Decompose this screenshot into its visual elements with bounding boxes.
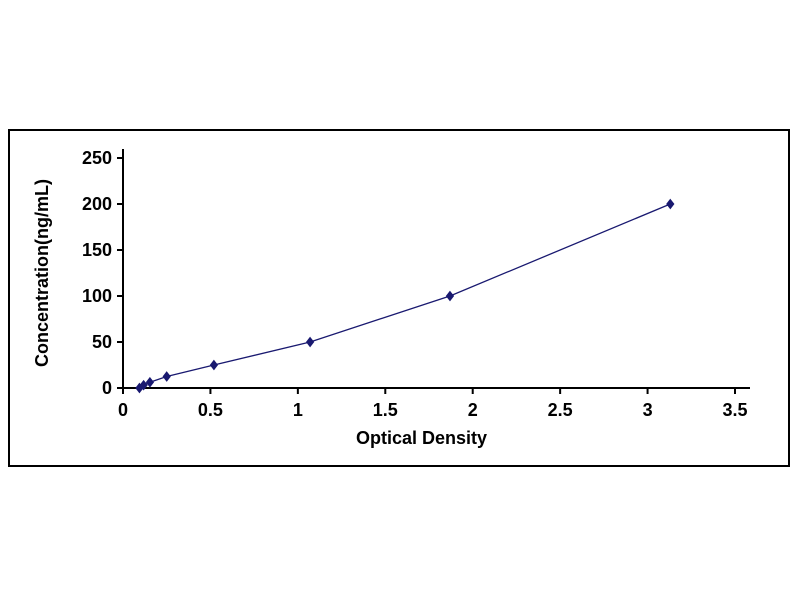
x-tick-label: 0 [118,400,128,420]
x-tick-label: 0.5 [198,400,223,420]
standard-curve-chart: 0 0.5 1 1.5 2 2.5 3 3.5 0 50 100 150 200 250 Optical D… [32,148,750,448]
x-tick-label: 3.5 [722,400,747,420]
x-tick-label: 3 [643,400,653,420]
figure-frame: 0 0.5 1 1.5 2 2.5 3 3.5 0 50 100 150 200 250 Optical D… [8,129,790,467]
data-point-marker [209,359,219,371]
y-tick-label: 50 [92,332,112,352]
data-point-marker [666,198,675,210]
y-tick-label: 200 [82,194,112,214]
y-axis-label: Concentration(ng/mL) [32,179,52,367]
x-tick-label: 2 [468,400,478,420]
y-tick-label: 250 [82,148,112,168]
data-line [139,203,671,389]
x-tick-label: 1.5 [373,400,398,420]
x-tick-label: 1 [293,400,303,420]
x-tick-label: 2.5 [548,400,573,420]
data-point-marker [162,371,171,382]
data-point-marker [139,379,148,391]
data-point-marker [305,336,315,348]
y-tick-label: 100 [82,286,112,306]
y-tick-label: 0 [102,378,112,398]
data-point-marker [145,376,155,388]
y-tick-label: 150 [82,240,112,260]
data-point-marker [445,290,455,302]
x-axis-label: Optical Density [356,428,487,448]
